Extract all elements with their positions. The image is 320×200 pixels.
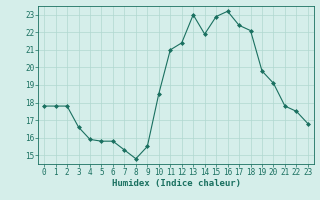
X-axis label: Humidex (Indice chaleur): Humidex (Indice chaleur) — [111, 179, 241, 188]
